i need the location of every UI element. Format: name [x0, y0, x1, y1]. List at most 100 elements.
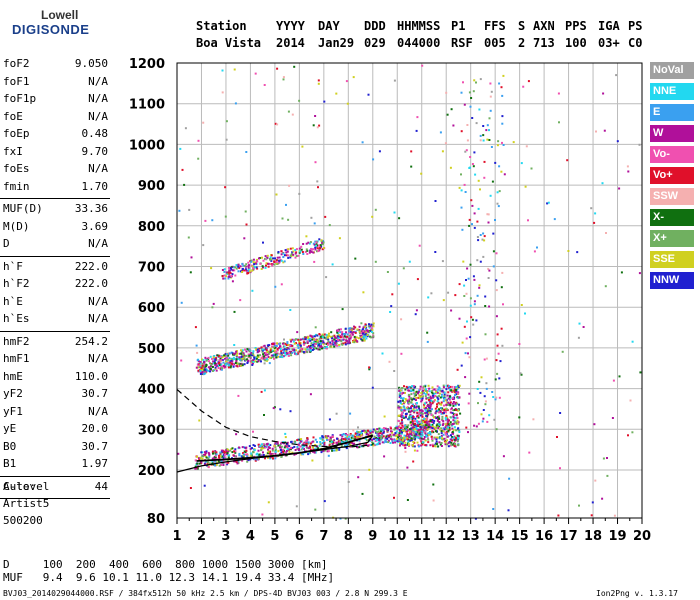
noise-point — [473, 278, 476, 281]
data-point — [221, 455, 224, 458]
data-point — [310, 250, 313, 253]
y-tick-label: 1100 — [129, 98, 165, 113]
data-point — [400, 396, 403, 399]
data-point — [445, 433, 448, 436]
noise-point — [276, 123, 279, 126]
data-point — [401, 424, 404, 427]
data-point — [377, 443, 379, 446]
data-point — [426, 390, 429, 392]
data-point — [381, 429, 384, 432]
noise-point — [225, 138, 228, 141]
data-point — [451, 439, 454, 442]
data-point — [419, 425, 422, 428]
noise-point — [327, 454, 330, 457]
data-point — [274, 450, 277, 453]
data-point — [431, 427, 434, 430]
data-point — [291, 351, 294, 354]
noise-point — [276, 67, 279, 70]
param-value: 110.0 — [74, 369, 108, 383]
data-point — [377, 430, 380, 433]
data-point — [452, 404, 455, 407]
data-point — [412, 431, 415, 434]
data-point — [242, 446, 245, 449]
data-point — [366, 432, 369, 435]
noise-point — [283, 338, 285, 341]
noise-point — [578, 322, 581, 325]
legend-item-nne: NNE — [650, 83, 694, 100]
data-point — [239, 270, 242, 273]
data-point — [351, 331, 354, 334]
noise-point — [354, 257, 357, 260]
data-point — [434, 389, 437, 392]
data-point — [300, 348, 303, 351]
data-point — [286, 448, 289, 450]
noise-point — [606, 457, 608, 459]
noise-point — [314, 161, 317, 164]
data-point — [269, 256, 272, 259]
data-point — [344, 433, 347, 435]
data-point — [275, 354, 278, 356]
x-tick-label: 16 — [535, 529, 553, 544]
data-point — [434, 392, 437, 395]
data-point — [287, 347, 290, 350]
noise-point — [470, 316, 473, 319]
data-point — [354, 340, 357, 342]
noise-point — [620, 271, 623, 274]
noise-point — [368, 468, 371, 471]
data-point — [453, 426, 456, 429]
data-point — [436, 436, 439, 439]
param-divider — [0, 330, 110, 332]
noise-point — [390, 305, 393, 308]
noise-point — [475, 122, 478, 125]
noise-point — [476, 259, 479, 262]
param-value: 254.2 — [74, 334, 108, 348]
data-point — [212, 452, 214, 455]
data-point — [228, 271, 230, 274]
noise-point — [556, 436, 558, 438]
data-point — [457, 444, 460, 447]
data-point — [367, 433, 370, 436]
data-point — [384, 427, 387, 430]
data-point — [440, 445, 443, 447]
noise-point — [485, 357, 488, 360]
data-point — [410, 434, 413, 437]
data-point — [419, 397, 422, 400]
data-point — [199, 365, 202, 368]
data-point — [449, 438, 452, 441]
data-point — [279, 348, 282, 350]
data-point — [402, 391, 405, 394]
data-point — [429, 423, 432, 426]
data-point — [421, 437, 423, 440]
data-point — [300, 338, 302, 341]
data-point — [310, 248, 313, 250]
data-point — [313, 337, 315, 340]
data-point — [326, 438, 328, 441]
data-point — [297, 438, 300, 441]
noise-point — [345, 80, 348, 83]
data-point — [251, 265, 254, 268]
noise-point — [305, 235, 308, 238]
data-point — [436, 417, 439, 420]
noise-point — [487, 267, 490, 270]
data-point — [256, 267, 259, 270]
data-point — [290, 440, 293, 443]
noise-point — [368, 366, 371, 369]
noise-point — [211, 219, 214, 222]
data-point — [383, 430, 385, 433]
data-point — [434, 407, 437, 410]
data-point — [225, 449, 228, 452]
data-point — [442, 384, 445, 387]
data-point — [221, 269, 224, 271]
data-point — [219, 357, 222, 360]
data-point — [316, 250, 318, 253]
data-point — [323, 441, 326, 444]
data-point — [322, 346, 325, 349]
noise-point — [360, 322, 363, 325]
param-key: foF1p — [3, 92, 37, 105]
data-point — [294, 252, 297, 255]
data-point — [399, 422, 402, 425]
data-point — [223, 270, 226, 273]
data-point — [297, 338, 300, 341]
noise-point — [483, 239, 486, 242]
noise-point — [463, 325, 466, 328]
